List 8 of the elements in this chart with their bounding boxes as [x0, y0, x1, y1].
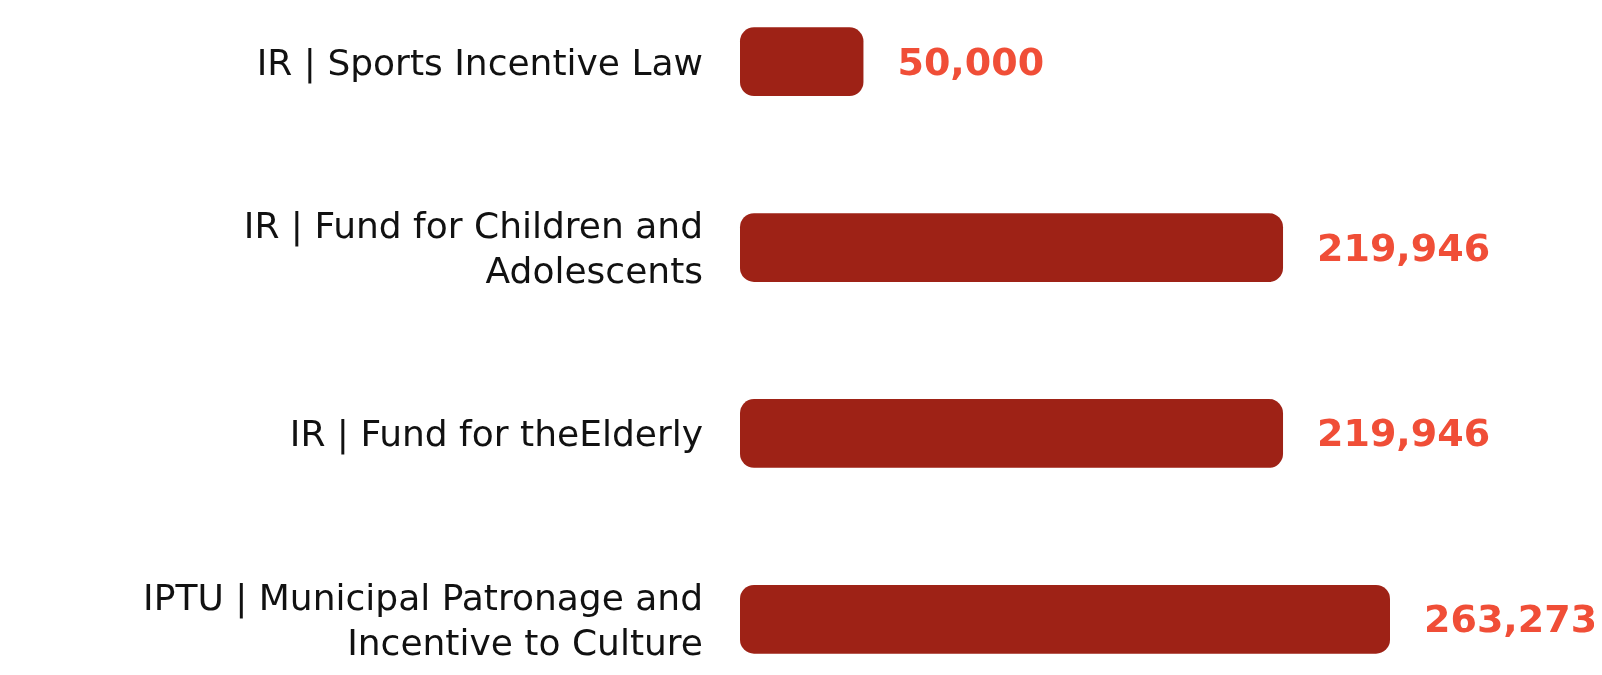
data-label: 263,273: [1424, 597, 1598, 642]
y-tick-label: IPTU | Municipal Patronage and Incentive to Culture: [143, 576, 703, 663]
y-tick-label: IR | Fund for Children and Adolescents: [243, 204, 703, 291]
data-label: 50,000: [897, 39, 1045, 84]
y-tick-label: IR | Fund for theElderly: [289, 412, 703, 455]
data-label: 219,946: [1317, 225, 1491, 270]
data-label: 219,946: [1317, 411, 1491, 456]
y-tick-label: IR | Sports Incentive Law: [256, 41, 703, 84]
